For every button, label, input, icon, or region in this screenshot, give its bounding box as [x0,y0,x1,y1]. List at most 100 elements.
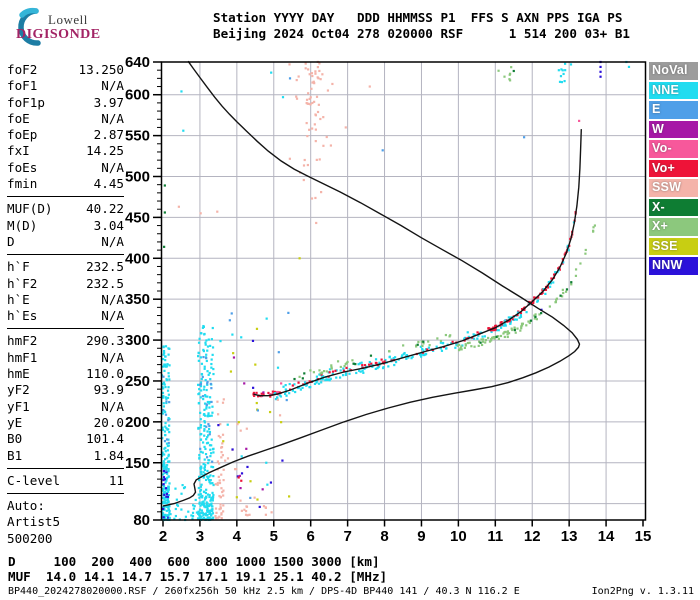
echo-dot [230,312,233,315]
echo-dot [191,514,195,518]
echo-dot [164,363,167,366]
echo-dot [283,392,287,396]
echo-dot [217,475,220,478]
echo-dot [200,515,203,518]
echo-dot [238,474,241,478]
echo-dot [288,63,291,66]
echo-dot [504,319,507,322]
echo-dot [207,412,210,415]
echo-dot [217,413,220,416]
echo-dot [536,300,539,303]
echo-dot [221,401,225,404]
parameter-label: h`F [7,259,30,275]
echo-dot [183,486,187,489]
echo-dot [299,388,302,391]
x-tick-label: 10 [450,528,467,545]
echo-dot [221,454,225,457]
echo-dot [174,514,178,518]
echo-dot [513,327,516,330]
echo-dot [313,100,316,103]
echo-dot [466,331,469,334]
parameter-value: N/A [101,291,124,307]
legend-item-ssw: SSW [649,179,698,197]
echo-dot [212,475,215,478]
echo-dot [166,444,169,448]
echo-dot [317,103,320,106]
x-tick-label: 5 [270,528,278,545]
echo-dot [221,433,225,436]
echo-dot [491,337,494,340]
echo-dot [199,438,202,441]
echo-dot [210,400,213,404]
parameter-value: N/A [101,233,124,249]
echo-dot [198,508,202,511]
echo-dot [210,465,213,468]
echo-dot [166,363,169,366]
echo-dot [166,457,169,460]
echo-dot [262,393,265,396]
echo-dot [314,113,317,116]
echo-dot [210,366,213,369]
parameter-row: yE 20.0 [7,415,124,431]
echo-dot [206,430,209,433]
parameter-row: fxI 14.25 [7,143,124,159]
echo-dot [166,476,169,479]
x-tick-label: 3 [196,528,204,545]
echo-dot [237,421,240,424]
echo-dot [211,491,214,495]
echo-dot [164,413,168,416]
echo-dot [204,491,208,495]
echo-dot [311,127,314,130]
echo-dot [200,450,203,453]
echo-dot [207,434,210,437]
echo-dot [206,349,209,352]
echo-dot [222,494,225,497]
echo-dot [165,467,168,470]
echo-dot [490,330,493,334]
echo-dot [163,447,166,450]
echo-dot [164,385,167,389]
echo-dot [269,393,272,396]
echo-dot [167,500,170,503]
echo-dot [163,365,166,368]
echo-dot [251,339,255,342]
echo-dot [197,402,200,405]
echo-dot [470,345,473,348]
otrace-fit-curve [253,129,582,397]
echo-dot [427,346,431,349]
echo-dot [203,458,206,461]
echo-dot [219,436,222,439]
echo-dot [405,354,408,357]
echo-dot [166,389,170,392]
echo-dot [164,425,167,428]
echo-dot [313,382,317,386]
echo-dot [243,508,246,511]
echo-dot [322,116,325,119]
echo-dot [204,453,208,456]
echo-dot [455,343,458,347]
echo-dot [226,423,229,426]
echo-dot [567,249,570,252]
echo-dot [168,364,171,367]
echo-dot [168,424,171,427]
echo-dot [221,442,224,445]
echo-dot [387,350,391,353]
parameter-label: foF1p [7,94,45,110]
parameter-value: N/A [101,78,124,94]
echo-dot [167,490,170,493]
echo-dot [166,502,169,505]
echo-dot [552,273,556,276]
echo-dot [208,371,211,375]
echo-dot [440,349,444,352]
echo-dot [514,331,517,334]
echo-dot [167,428,170,431]
parameter-label: B0 [7,431,23,447]
echo-dot [211,499,214,502]
echo-dot [215,511,218,514]
echo-dot [202,349,205,353]
echo-dot [167,372,170,375]
echo-dot [212,483,215,487]
echo-dot [208,495,211,499]
echo-dot [212,447,215,450]
